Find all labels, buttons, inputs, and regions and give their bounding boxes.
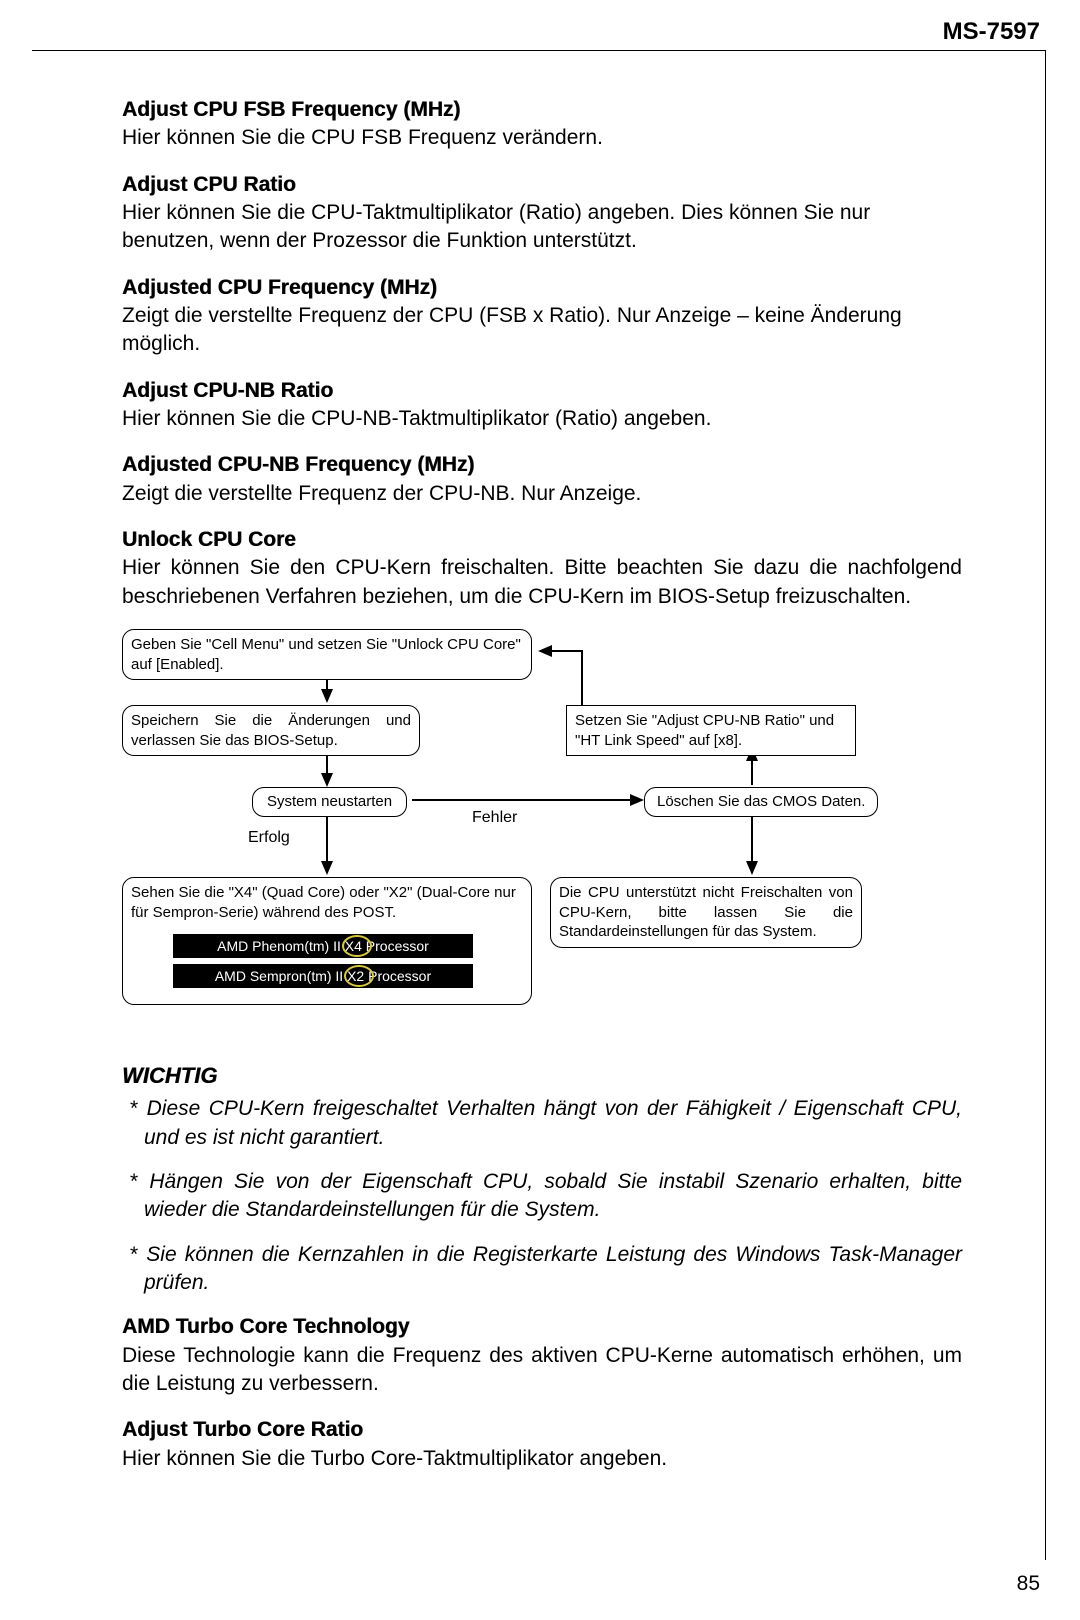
important-label: WICHTIG — [122, 1063, 962, 1089]
model-number: MS-7597 — [943, 18, 1040, 46]
flowchart: Geben Sie "Cell Menu" und setzen Sie "Un… — [122, 629, 962, 1059]
proc-text: Processor — [362, 938, 429, 954]
processor-bar: AMD Phenom(tm) II X4 Processor — [173, 934, 473, 958]
label-failure: Fehler — [472, 809, 517, 827]
section-heading: Adjusted CPU Frequency (MHz) — [122, 274, 962, 302]
section-heading: Adjust CPU FSB Frequency (MHz) — [122, 96, 962, 124]
proc-text: AMD Phenom(tm) II — [217, 938, 345, 954]
flow-box-cpu-unsupported: Die CPU unterstützt nicht Freischalten v… — [550, 877, 862, 948]
section-body: Zeigt die verstellte Frequenz der CPU-NB… — [122, 480, 962, 508]
section: Adjust CPU FSB Frequency (MHz) Hier könn… — [122, 96, 962, 153]
section: Adjusted CPU Frequency (MHz) Zeigt die v… — [122, 274, 962, 359]
section: Adjust Turbo Core Ratio Hier können Sie … — [122, 1416, 962, 1473]
section: Adjust CPU-NB Ratio Hier können Sie die … — [122, 377, 962, 434]
section-heading: Adjust CPU Ratio — [122, 171, 962, 199]
section-body: Hier können Sie die CPU FSB Frequenz ver… — [122, 124, 962, 152]
flow-box-restart: System neustarten — [252, 787, 407, 817]
note: Hängen Sie von der Eigenschaft CPU, soba… — [122, 1168, 962, 1225]
proc-mark: X4 — [345, 937, 362, 955]
section-heading: AMD Turbo Core Technology — [122, 1313, 962, 1341]
section-body: Hier können Sie die CPU-NB-Taktmultiplik… — [122, 405, 962, 433]
section-heading: Adjust CPU-NB Ratio — [122, 377, 962, 405]
section: Unlock CPU Core Hier können Sie den CPU-… — [122, 526, 962, 611]
section: AMD Turbo Core Technology Diese Technolo… — [122, 1313, 962, 1398]
proc-mark: X2 — [347, 967, 364, 985]
flow-box-post-text: Sehen Sie die "X4" (Quad Core) oder "X2"… — [131, 884, 516, 921]
section-body: Hier können Sie den CPU-Kern freischalte… — [122, 554, 962, 611]
flow-box-save: Speichern Sie die Änderungen und verlass… — [122, 705, 420, 756]
section: Adjusted CPU-NB Frequency (MHz) Zeigt di… — [122, 451, 962, 508]
section: Adjust CPU Ratio Hier können Sie die CPU… — [122, 171, 962, 256]
section-heading: Adjust Turbo Core Ratio — [122, 1416, 962, 1444]
proc-text: Processor — [364, 968, 431, 984]
section-body: Hier können Sie die Turbo Core-Taktmulti… — [122, 1445, 962, 1473]
section-body: Hier können Sie die CPU-Taktmultiplikato… — [122, 199, 962, 256]
note: Sie können die Kernzahlen in die Registe… — [122, 1241, 962, 1298]
page-number: 85 — [1017, 1572, 1040, 1596]
flow-box-cmos: Löschen Sie das CMOS Daten. — [644, 787, 878, 817]
processor-bar: AMD Sempron(tm) II X2 Processor — [173, 964, 473, 988]
section-heading: Adjusted CPU-NB Frequency (MHz) — [122, 451, 962, 479]
flow-box-post: Sehen Sie die "X4" (Quad Core) oder "X2"… — [122, 877, 532, 1005]
note: Diese CPU-Kern freigeschaltet Verhalten … — [122, 1095, 962, 1152]
label-success: Erfolg — [248, 829, 290, 847]
flow-box-enable: Geben Sie "Cell Menu" und setzen Sie "Un… — [122, 629, 532, 680]
page-content: Adjust CPU FSB Frequency (MHz) Hier könn… — [122, 96, 962, 1491]
important-notes: Diese CPU-Kern freigeschaltet Verhalten … — [122, 1095, 962, 1297]
section-body: Zeigt die verstellte Frequenz der CPU (F… — [122, 302, 962, 359]
section-heading: Unlock CPU Core — [122, 526, 962, 554]
proc-text: AMD Sempron(tm) II — [215, 968, 347, 984]
section-body: Diese Technologie kann die Frequenz des … — [122, 1342, 962, 1399]
flow-box-ratio: Setzen Sie "Adjust CPU-NB Ratio" und "HT… — [566, 705, 856, 756]
